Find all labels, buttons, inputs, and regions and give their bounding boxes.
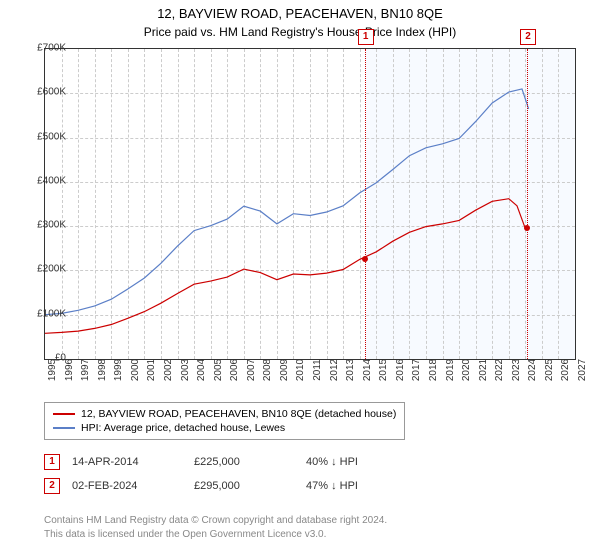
chart-plot-area: 12 [44,48,576,360]
legend-row: 12, BAYVIEW ROAD, PEACEHAVEN, BN10 8QE (… [53,407,396,421]
x-axis-label: 2006 [229,359,240,381]
sale-row-marker: 2 [44,478,60,494]
x-axis-label: 1997 [80,359,91,381]
x-axis-label: 2027 [577,359,588,381]
x-axis-label: 2004 [196,359,207,381]
x-axis-label: 2020 [461,359,472,381]
footer-line-2: This data is licensed under the Open Gov… [44,528,387,542]
chart-container: 12, BAYVIEW ROAD, PEACEHAVEN, BN10 8QE P… [0,0,600,560]
sale-row: 1 14-APR-2014 £225,000 40% ↓ HPI [44,450,366,474]
series-line-1 [45,89,529,315]
x-axis-label: 2008 [262,359,273,381]
x-axis-label: 2021 [478,359,489,381]
legend-label: HPI: Average price, detached house, Lewe… [81,422,285,434]
y-axis-label: £400K [37,175,66,186]
marker-label-box: 1 [358,29,374,45]
x-axis-label: 2001 [146,359,157,381]
sale-row-price: £225,000 [194,456,294,468]
legend: 12, BAYVIEW ROAD, PEACEHAVEN, BN10 8QE (… [44,402,405,440]
y-axis-label: £700K [37,43,66,54]
chart-title: 12, BAYVIEW ROAD, PEACEHAVEN, BN10 8QE [0,0,600,21]
legend-label: 12, BAYVIEW ROAD, PEACEHAVEN, BN10 8QE (… [81,408,396,420]
x-axis-label: 2023 [511,359,522,381]
marker-dot [524,225,530,231]
x-axis-label: 1995 [47,359,58,381]
x-axis-label: 2012 [329,359,340,381]
footer-attribution: Contains HM Land Registry data © Crown c… [44,514,387,542]
marker-label-box: 2 [520,29,536,45]
sale-row: 2 02-FEB-2024 £295,000 47% ↓ HPI [44,474,366,498]
x-axis-label: 2010 [295,359,306,381]
x-axis-label: 1996 [64,359,75,381]
x-axis-label: 2013 [345,359,356,381]
footer-line-1: Contains HM Land Registry data © Crown c… [44,514,387,528]
chart-svg [45,49,575,359]
sale-row-pct: 40% ↓ HPI [306,456,366,468]
x-axis-label: 2003 [180,359,191,381]
x-axis-label: 2016 [395,359,406,381]
x-axis-label: 2002 [163,359,174,381]
y-axis-label: £200K [37,264,66,275]
y-axis-label: £500K [37,131,66,142]
x-axis-label: 2018 [428,359,439,381]
sale-data-table: 1 14-APR-2014 £225,000 40% ↓ HPI 2 02-FEB-202… [44,450,366,498]
y-axis-label: £300K [37,220,66,231]
x-axis-label: 2000 [130,359,141,381]
sale-row-date: 02-FEB-2024 [72,480,182,492]
x-axis-label: 2024 [527,359,538,381]
x-axis-label: 2019 [445,359,456,381]
x-axis-label: 2015 [378,359,389,381]
sale-row-date: 14-APR-2014 [72,456,182,468]
x-axis-label: 2025 [544,359,555,381]
x-axis-label: 2007 [246,359,257,381]
marker-line [365,49,366,359]
x-axis-label: 2005 [213,359,224,381]
legend-swatch [53,413,75,415]
x-axis-label: 1998 [97,359,108,381]
sale-row-price: £295,000 [194,480,294,492]
sale-row-marker: 1 [44,454,60,470]
marker-dot [362,256,368,262]
x-axis-label: 1999 [113,359,124,381]
y-axis-label: £100K [37,308,66,319]
chart-subtitle: Price paid vs. HM Land Registry's House … [0,21,600,43]
legend-swatch [53,427,75,429]
legend-row: HPI: Average price, detached house, Lewe… [53,421,396,435]
x-axis-label: 2011 [312,359,323,381]
y-axis-label: £600K [37,87,66,98]
x-axis-label: 2014 [362,359,373,381]
x-axis-label: 2017 [411,359,422,381]
x-axis-label: 2026 [560,359,571,381]
marker-line [527,49,528,359]
sale-row-pct: 47% ↓ HPI [306,480,366,492]
x-axis-label: 2009 [279,359,290,381]
x-axis-label: 2022 [494,359,505,381]
